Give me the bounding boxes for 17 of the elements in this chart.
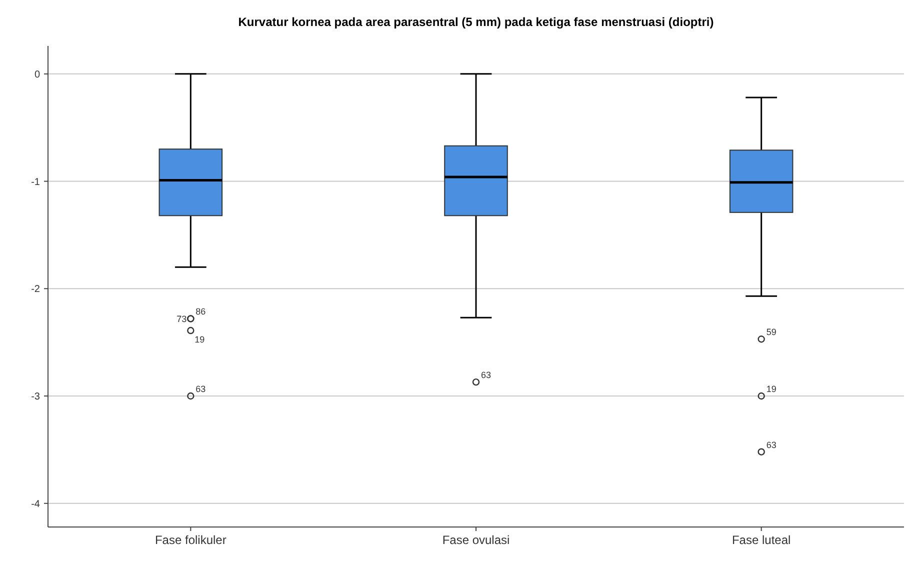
annotation: 63 [481,370,492,380]
annotation: 19 [766,384,776,394]
chart-title: Kurvatur kornea pada area parasentral (5 mm) pada ketiga fase menstruasi (dioptri) [238,15,714,29]
y-tick-label: 0 [34,69,40,80]
annotation: 63 [766,440,776,450]
annotation: 73 [176,314,187,324]
annotation: 19 [194,334,205,345]
y-tick-label: -1 [31,176,40,188]
y-tick-label: -3 [31,392,40,403]
annotation: 63 [196,384,206,394]
annotation: 86 [196,306,206,317]
y-tick-label: -4 [31,498,40,510]
x-tick-label: Fase ovulasi [442,533,510,547]
x-tick-label: Fase folikuler [154,533,226,547]
y-tick-label: -2 [31,284,40,296]
annotation: 59 [766,327,776,338]
x-tick-label: Fase luteal [732,533,791,547]
